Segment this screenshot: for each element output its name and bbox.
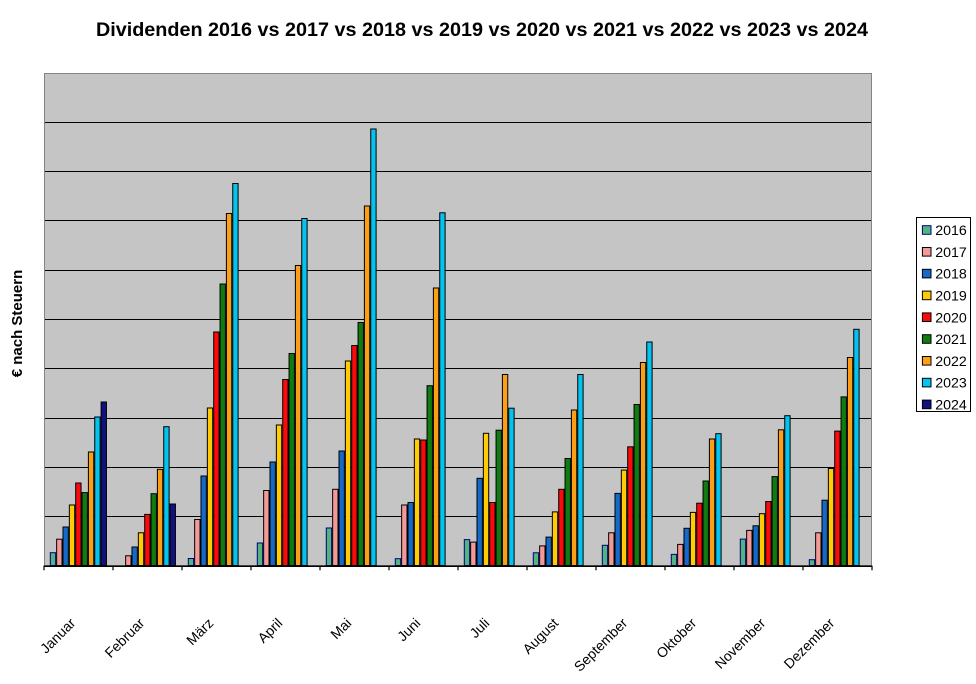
svg-text:2022: 2022 <box>935 354 967 370</box>
svg-text:2018: 2018 <box>935 267 967 283</box>
svg-text:2024: 2024 <box>935 398 967 414</box>
svg-text:2019: 2019 <box>935 289 967 305</box>
svg-text:2021: 2021 <box>935 332 967 348</box>
svg-text:2017: 2017 <box>935 245 967 261</box>
svg-text:2020: 2020 <box>935 310 967 326</box>
svg-text:€ nach Steuern: € nach Steuern <box>9 270 26 378</box>
svg-text:2023: 2023 <box>935 376 967 392</box>
svg-text:2016: 2016 <box>935 223 967 239</box>
svg-text:Dividenden 2016 vs 2017 vs 201: Dividenden 2016 vs 2017 vs 2018 vs 2019 … <box>96 19 868 41</box>
